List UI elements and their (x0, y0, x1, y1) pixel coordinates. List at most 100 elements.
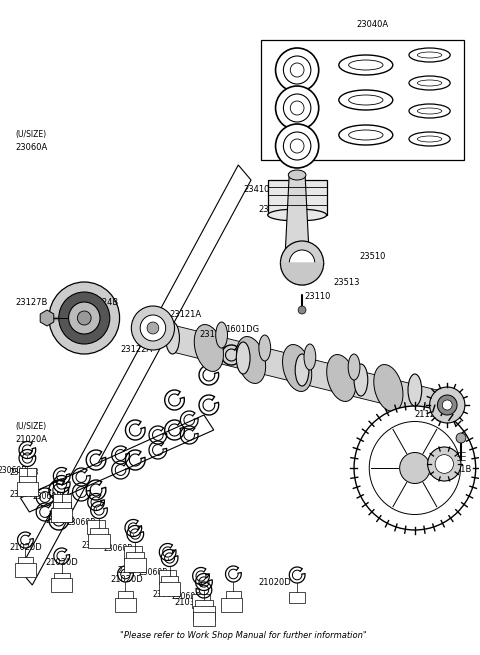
Bar (19, 468, 36, 482)
Bar (17, 482, 38, 496)
Polygon shape (286, 173, 309, 250)
Ellipse shape (348, 130, 383, 140)
Circle shape (283, 56, 311, 84)
Text: 23110: 23110 (304, 292, 330, 301)
Ellipse shape (166, 322, 180, 354)
Text: 23060B: 23060B (171, 592, 201, 601)
Ellipse shape (237, 337, 265, 383)
Circle shape (456, 433, 466, 443)
Text: 23513: 23513 (334, 278, 360, 287)
Bar (221, 598, 242, 612)
Text: 23311B: 23311B (439, 465, 472, 474)
Ellipse shape (417, 108, 442, 114)
Text: 23510: 23510 (359, 252, 385, 261)
Text: 23060A: 23060A (15, 143, 48, 152)
Text: 23060B: 23060B (153, 590, 182, 599)
Circle shape (276, 48, 319, 92)
Ellipse shape (339, 55, 393, 75)
Ellipse shape (236, 342, 250, 374)
Polygon shape (261, 40, 464, 160)
Text: 23125: 23125 (199, 330, 226, 339)
Circle shape (443, 400, 452, 410)
Circle shape (147, 322, 159, 334)
Bar (159, 570, 177, 584)
Text: 23060B: 23060B (10, 490, 39, 499)
Text: 21020D: 21020D (258, 578, 291, 587)
Bar (192, 594, 210, 608)
Ellipse shape (268, 209, 326, 221)
Bar (90, 528, 108, 540)
Polygon shape (268, 180, 326, 215)
Polygon shape (20, 165, 251, 585)
Polygon shape (280, 263, 324, 285)
Bar (115, 598, 136, 612)
Bar (126, 552, 144, 564)
Circle shape (280, 241, 324, 285)
Bar (124, 558, 146, 572)
Bar (289, 592, 305, 603)
Ellipse shape (348, 354, 360, 380)
Text: 23121A: 23121A (169, 310, 202, 319)
Bar (196, 607, 212, 618)
Ellipse shape (283, 345, 312, 392)
Bar (87, 520, 105, 534)
Text: 23060B: 23060B (32, 492, 61, 501)
Text: (U/SIZE): (U/SIZE) (15, 130, 47, 139)
Text: 23060B: 23060B (104, 544, 133, 553)
Ellipse shape (354, 364, 368, 396)
Text: 21030C: 21030C (175, 598, 207, 607)
Text: 23060B: 23060B (138, 568, 168, 577)
Circle shape (276, 124, 319, 168)
Circle shape (290, 101, 304, 115)
Bar (53, 494, 71, 508)
Text: (U/SIZE): (U/SIZE) (15, 422, 47, 431)
Text: 23412: 23412 (258, 205, 284, 214)
Text: 23124B: 23124B (86, 298, 119, 307)
Bar (51, 578, 72, 592)
Circle shape (437, 395, 457, 415)
Ellipse shape (216, 322, 228, 348)
Text: 21121A: 21121A (415, 410, 447, 419)
Text: 23060B: 23060B (0, 466, 27, 475)
Ellipse shape (339, 125, 393, 145)
Ellipse shape (409, 132, 450, 146)
Bar (118, 591, 133, 602)
Ellipse shape (194, 324, 224, 371)
Ellipse shape (374, 365, 403, 411)
Ellipse shape (295, 354, 309, 386)
Circle shape (400, 453, 430, 483)
Ellipse shape (348, 95, 383, 105)
Circle shape (283, 132, 311, 160)
Ellipse shape (409, 76, 450, 90)
Ellipse shape (339, 90, 393, 110)
Bar (193, 612, 215, 626)
Bar (161, 576, 179, 588)
Text: 23122A: 23122A (120, 345, 153, 354)
Text: 21020D: 21020D (45, 558, 78, 567)
Text: 23060B: 23060B (81, 541, 111, 550)
Ellipse shape (409, 104, 450, 118)
Polygon shape (21, 415, 214, 512)
Circle shape (369, 422, 460, 514)
Circle shape (140, 315, 166, 341)
Text: 23410A: 23410A (243, 185, 276, 194)
Bar (226, 591, 241, 602)
Circle shape (430, 387, 465, 423)
Text: 21020D: 21020D (10, 543, 42, 552)
Text: 23200D: 23200D (388, 468, 421, 477)
Circle shape (59, 292, 110, 344)
Circle shape (428, 447, 461, 481)
Ellipse shape (408, 374, 422, 406)
Ellipse shape (417, 52, 442, 58)
Bar (18, 557, 33, 568)
Ellipse shape (417, 136, 442, 142)
Text: "Please refer to Work Shop Manual for further information": "Please refer to Work Shop Manual for fu… (120, 631, 367, 640)
Circle shape (49, 282, 120, 354)
Bar (54, 573, 70, 584)
Bar (193, 606, 215, 620)
Ellipse shape (327, 354, 356, 402)
Text: 23060B: 23060B (67, 518, 96, 527)
Circle shape (77, 311, 91, 325)
Ellipse shape (259, 335, 271, 361)
Circle shape (283, 94, 311, 122)
